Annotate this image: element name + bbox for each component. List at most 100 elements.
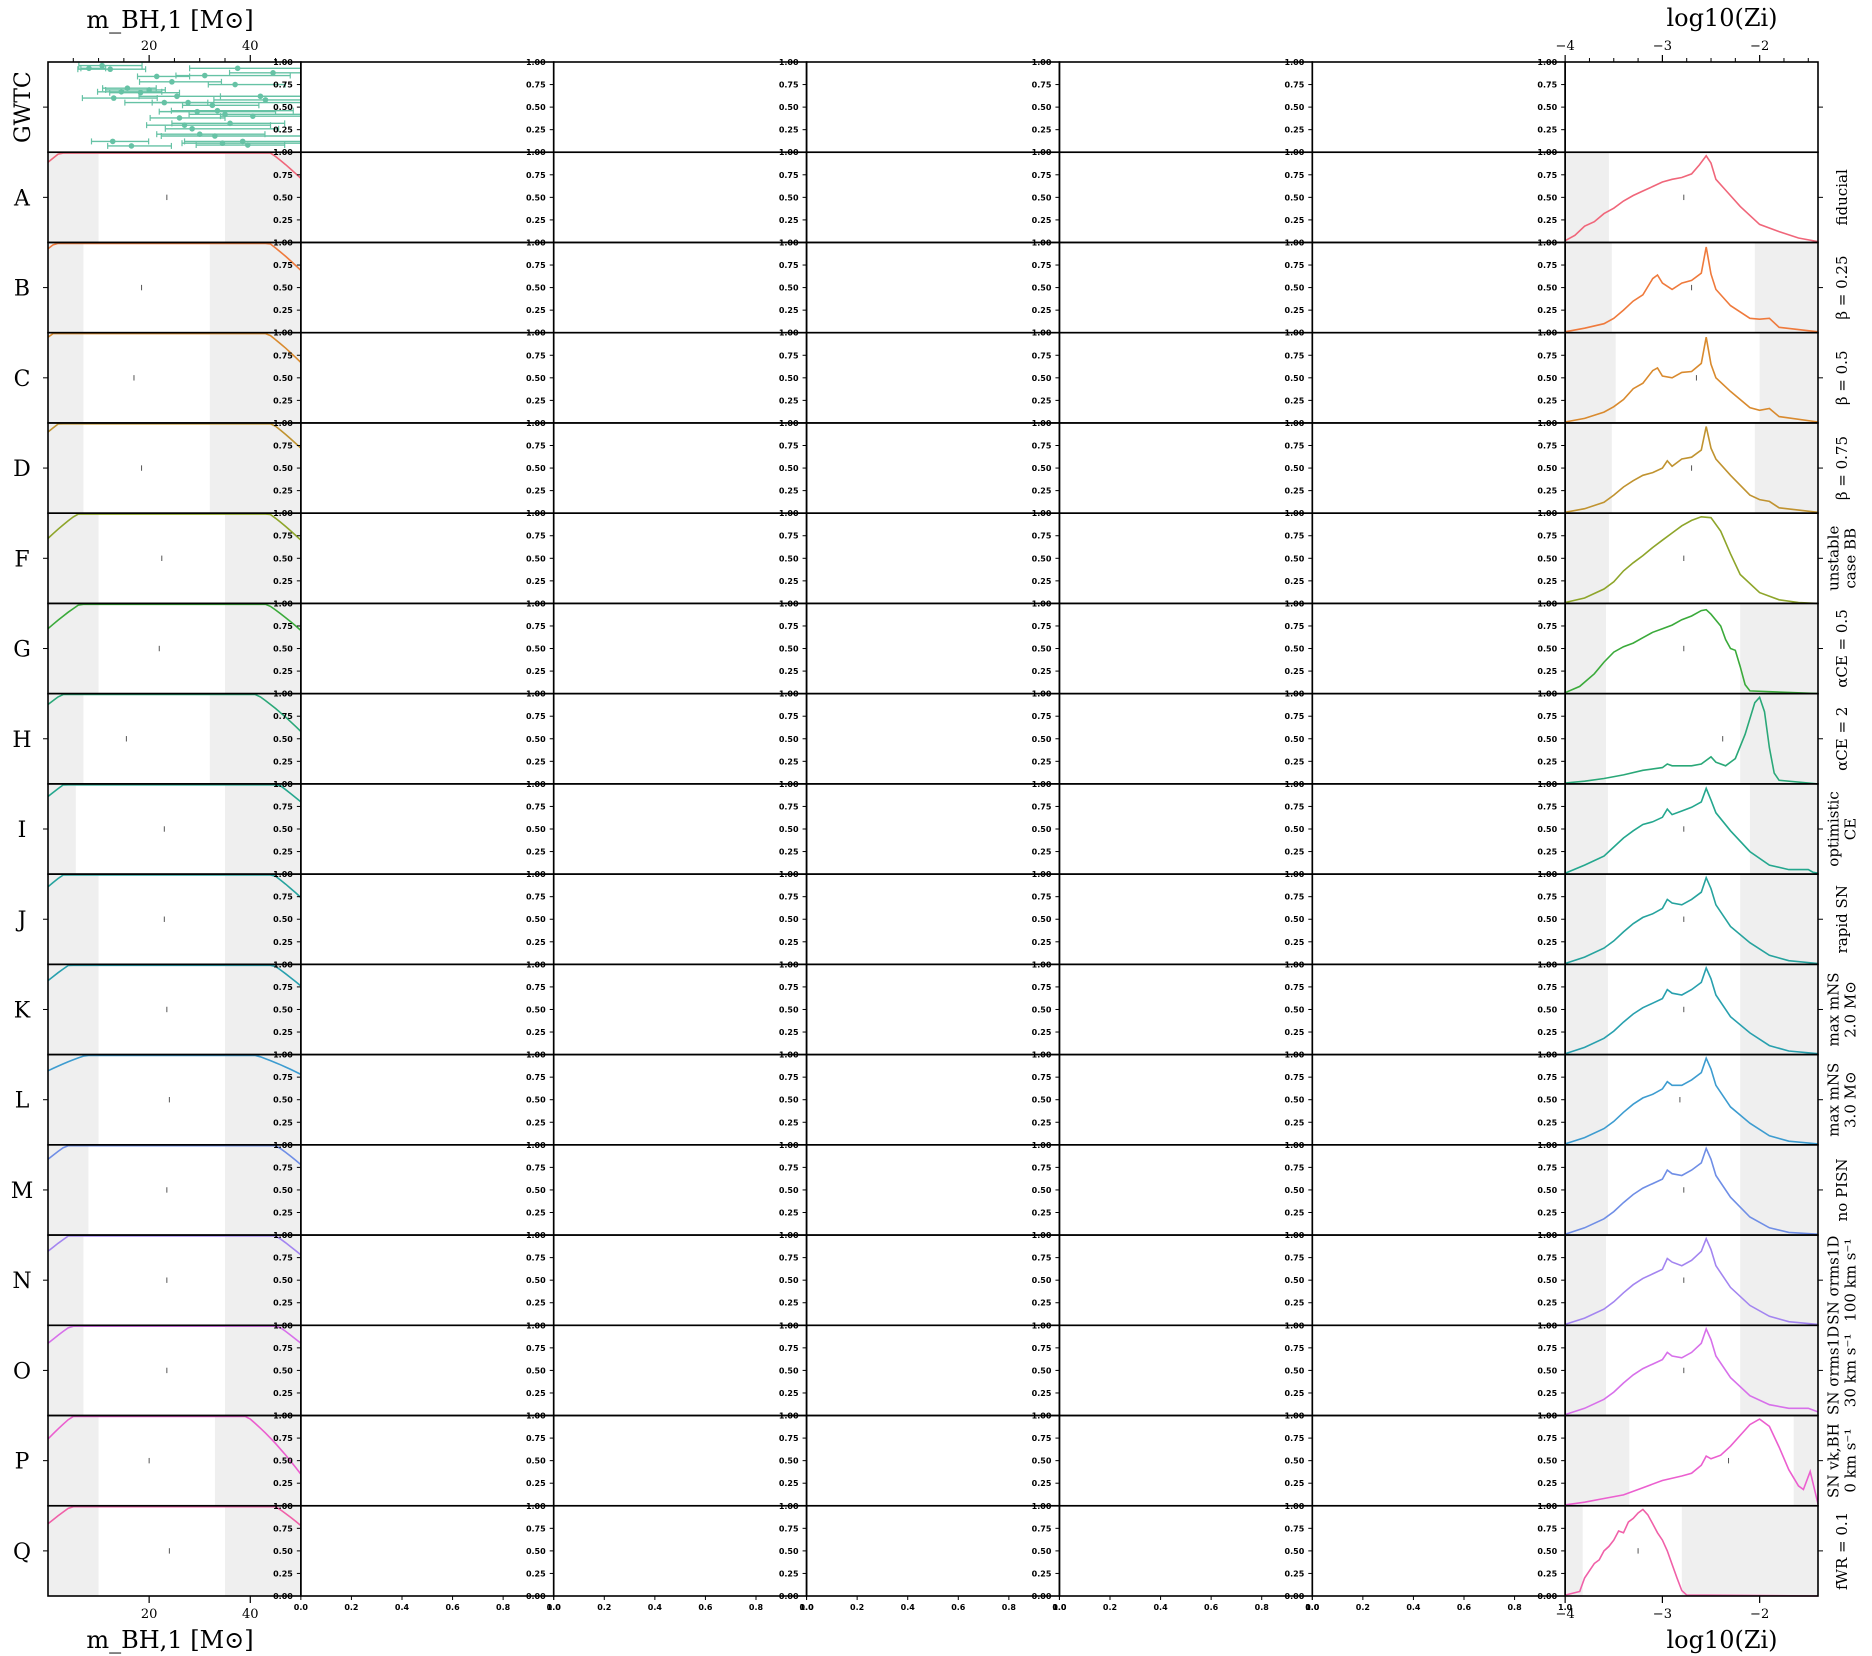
blank-y-tick-label: 0.75 <box>526 81 546 90</box>
blank-y-tick-label: 1.00 <box>1537 780 1557 789</box>
gwtc-point <box>99 62 105 69</box>
blank-y-tick-label: 0.50 <box>526 1366 546 1375</box>
blank-y-tick-label: 1.00 <box>273 419 293 428</box>
blank-y-tick-label: 0.75 <box>779 532 799 541</box>
blank-y-tick-label: 0.50 <box>1032 825 1052 834</box>
panel-frame <box>805 1504 1061 1597</box>
blank-y-tick-label: 1.00 <box>1285 1051 1305 1060</box>
blank-y-tick-label: 0.50 <box>1032 1457 1052 1466</box>
mass-curve-K <box>47 964 302 987</box>
blank-y-tick-label: 0.25 <box>273 306 293 315</box>
metal-shade-high <box>1681 1505 1818 1596</box>
model-label-line: 2.0 M⊙ <box>1842 981 1860 1038</box>
blank-y-tick-label: 0.50 <box>1285 374 1305 383</box>
blank-y-tick-label: 0.50 <box>1285 193 1305 202</box>
blank-y-tick-label: 0.75 <box>273 802 293 811</box>
model-label-D: β = 0.75 <box>1833 436 1851 500</box>
blank-y-tick-label: 0.00 <box>273 1592 293 1601</box>
blank-x-tick-label: 0.0 <box>547 1603 562 1612</box>
blank-y-tick-label: 0.50 <box>1032 374 1052 383</box>
gwtc-point <box>189 125 195 132</box>
blank-y-tick-label: 0.50 <box>1032 1366 1052 1375</box>
blank-y-tick-label: 0.25 <box>526 757 546 766</box>
mass-bottom-tick-label: 40 <box>242 1607 259 1622</box>
blank-y-tick-label: 0.50 <box>273 1457 293 1466</box>
model-label-line: SN σrms1D <box>1825 1326 1843 1415</box>
blank-y-tick-label: 0.00 <box>1537 1592 1557 1601</box>
model-label-K: max mNS 2.0 M⊙ <box>1825 972 1860 1046</box>
blank-y-tick-label: 0.75 <box>1032 1434 1052 1443</box>
panel-frame <box>300 1144 555 1236</box>
gwtc-point <box>185 99 191 106</box>
metal-shade-low <box>1565 1415 1630 1506</box>
blank-x-tick-label: 0.6 <box>951 1603 966 1612</box>
blank-y-tick-label: 0.25 <box>1537 396 1557 405</box>
blank-y-tick-label: 1.00 <box>1537 1321 1557 1330</box>
metal-curve-C <box>1564 337 1819 423</box>
blank-y-tick-label: 0.50 <box>1285 915 1305 924</box>
blank-y-tick-label: 1.00 <box>1285 58 1305 67</box>
blank-y-tick-label: 0.25 <box>273 487 293 496</box>
panel-frame <box>1311 1504 1566 1597</box>
panel-frame <box>300 1324 555 1417</box>
blank-y-tick-label: 1.00 <box>1285 960 1305 969</box>
blank-y-tick-label: 1.00 <box>526 1502 546 1511</box>
blank-y-tick-label: 1.00 <box>526 1141 546 1150</box>
blank-y-tick-label: 0.25 <box>1285 396 1305 405</box>
blank-y-tick-label: 0.25 <box>273 938 293 947</box>
blank-y-tick-label: 1.00 <box>779 780 799 789</box>
blank-y-tick-label: 0.25 <box>526 848 546 857</box>
panel-frame <box>805 1144 1061 1236</box>
panel-frame <box>1058 241 1314 334</box>
blank-x-tick-label: 0.6 <box>698 1603 713 1612</box>
blank-y-tick-label: 0.50 <box>273 554 293 563</box>
blank-y-tick-label: 1.00 <box>1537 419 1557 428</box>
blank-y-tick-label: 0.25 <box>273 126 293 135</box>
blank-y-tick-label: 0.75 <box>526 442 546 451</box>
blank-y-tick-label: 0.25 <box>526 938 546 947</box>
blank-y-tick-label: 0.25 <box>1285 938 1305 947</box>
blank-y-tick-label: 0.25 <box>779 126 799 135</box>
blank-y-tick-label: 0.25 <box>1285 216 1305 225</box>
blank-y-tick-label: 0.25 <box>1032 1389 1052 1398</box>
blank-y-tick-label: 0.25 <box>273 1569 293 1578</box>
blank-y-tick-label: 1.00 <box>1285 329 1305 338</box>
blank-y-tick-label: 0.50 <box>526 103 546 112</box>
blank-y-tick-label: 1.00 <box>526 238 546 247</box>
blank-y-tick-label: 1.00 <box>273 1412 293 1421</box>
gwtc-point <box>219 140 226 147</box>
panel-frame <box>300 61 555 154</box>
metal-shade-low <box>1565 874 1606 965</box>
blank-y-tick-label: 0.50 <box>526 1186 546 1195</box>
panel-frame <box>805 783 1061 875</box>
blank-y-tick-label: 0.50 <box>526 1005 546 1014</box>
blank-y-tick-label: 0.50 <box>1537 1186 1557 1195</box>
blank-y-tick-label: 0.50 <box>273 374 293 383</box>
row-label-C: C <box>14 367 31 392</box>
blank-y-tick-label: 0.50 <box>779 1547 799 1556</box>
blank-y-tick-label: 0.25 <box>273 577 293 586</box>
blank-y-tick-label: 1.00 <box>1032 1141 1052 1150</box>
blank-y-tick-label: 0.50 <box>526 1096 546 1105</box>
blank-y-tick-label: 1.00 <box>1285 1412 1305 1421</box>
blank-y-tick-label: 0.50 <box>1032 464 1052 473</box>
blank-y-tick-label: 0.50 <box>273 464 293 473</box>
blank-y-tick-label: 0.25 <box>526 306 546 315</box>
blank-y-tick-label: 0.75 <box>779 81 799 90</box>
metal-shade-low <box>1565 1505 1583 1596</box>
row-label-B: B <box>14 277 30 302</box>
blank-y-tick-label: 0.50 <box>1537 193 1557 202</box>
blank-y-tick-label: 0.25 <box>1285 1299 1305 1308</box>
blank-y-tick-label: 0.25 <box>526 1479 546 1488</box>
blank-y-tick-label: 0.50 <box>1537 645 1557 654</box>
metal-shade-high <box>1740 964 1818 1055</box>
blank-y-tick-label: 0.50 <box>1032 1547 1052 1556</box>
metal-shade-high <box>1740 1325 1818 1416</box>
blank-y-tick-label: 0.75 <box>273 712 293 721</box>
blank-y-tick-label: 1.00 <box>526 58 546 67</box>
blank-x-tick-label: 0.0 <box>1052 1603 1067 1612</box>
mass-curve-B <box>47 242 302 271</box>
blank-x-tick-label: 0.8 <box>1507 1603 1522 1612</box>
blank-x-tick-label: 0.0 <box>294 1603 309 1612</box>
blank-y-tick-label: 1.00 <box>1537 329 1557 338</box>
